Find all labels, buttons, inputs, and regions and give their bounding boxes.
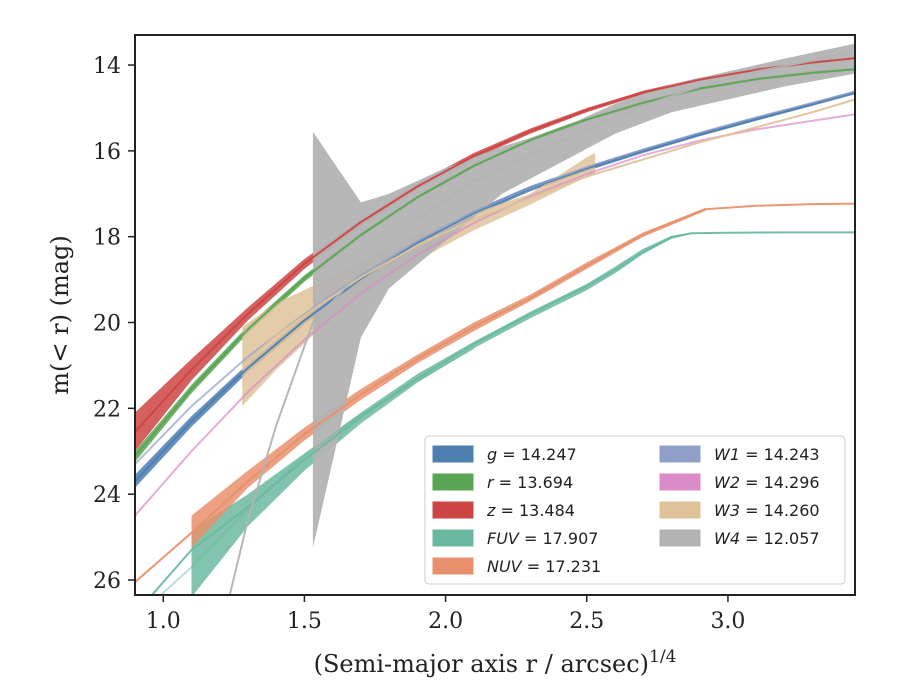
legend-entry-w2: W2 = 14.296: [659, 473, 820, 492]
x-tick-label: 1.0: [146, 609, 181, 634]
y-tick-label: 26: [93, 569, 121, 594]
x-tick-label: 2.5: [569, 609, 604, 634]
legend-label: g = 14.247: [487, 445, 577, 464]
legend-entry-g: g = 14.247: [432, 445, 577, 464]
line-nuv: [135, 202, 855, 583]
legend-label: W4 = 12.057: [714, 529, 820, 548]
legend-swatch: [432, 501, 474, 519]
series-lines: [135, 51, 855, 595]
line-fuv-faint: [159, 347, 475, 595]
line-r: [135, 68, 855, 458]
line-fuv: [150, 231, 855, 595]
legend-label: r = 13.694: [487, 473, 573, 492]
legend-label: FUV = 17.907: [487, 529, 598, 548]
legend-swatch: [432, 445, 474, 463]
legend-label: NUV = 17.231: [487, 557, 601, 576]
legend-entry-w3: W3 = 14.260: [659, 501, 820, 520]
line-w3: [241, 98, 855, 367]
y-tick-label: 18: [93, 226, 121, 251]
line-w4: [228, 51, 855, 595]
x-axis-title-text: (Semi-major axis r / arcsec): [314, 650, 649, 678]
legend-entry-w1: W1 = 14.243: [659, 445, 820, 464]
legend-label: W1 = 14.243: [714, 445, 820, 464]
x-axis: 1.0 1.5 2.0 2.5 3.0: [146, 595, 745, 634]
y-tick-label: 14: [93, 54, 121, 79]
y-tick-label: 22: [93, 397, 121, 422]
y-tick-label: 20: [93, 312, 121, 337]
legend-swatch: [432, 557, 474, 575]
y-tick-label: 16: [93, 140, 121, 165]
legend-swatch: [659, 501, 701, 519]
legend-swatch: [432, 473, 474, 491]
legend-label: W2 = 14.296: [714, 473, 820, 492]
legend-swatch: [659, 529, 701, 547]
legend-entry-nuv: NUV = 17.231: [432, 557, 601, 576]
legend-entry-w4: W4 = 12.057: [659, 529, 820, 548]
line-w1: [135, 90, 855, 465]
x-axis-title-superscript: 1/4: [649, 647, 676, 667]
line-z: [135, 57, 855, 433]
legend-box: [424, 435, 846, 585]
legend: g = 14.247 r = 13.694 z = 13.484 FUV = 17.9…: [424, 435, 846, 585]
plot-frame: [134, 34, 856, 596]
x-tick-label: 1.5: [287, 609, 322, 634]
x-tick-label: 2.0: [428, 609, 463, 634]
legend-swatch: [659, 473, 701, 491]
legend-swatch: [659, 445, 701, 463]
y-axis-title: m(< r) (mag): [46, 235, 74, 394]
legend-label: z = 13.484: [486, 501, 575, 520]
x-tick-label: 3.0: [710, 609, 745, 634]
legend-entry-z: z = 13.484: [432, 501, 575, 520]
legend-swatch: [432, 529, 474, 547]
legend-label: W3 = 14.260: [714, 501, 820, 520]
legend-entry-fuv: FUV = 17.907: [432, 529, 598, 548]
y-tick-label: 24: [93, 483, 121, 508]
legend-entry-r: r = 13.694: [432, 473, 573, 492]
x-axis-title: (Semi-major axis r / arcsec)1/4: [314, 647, 677, 678]
y-axis: 14 16 18 20 22 24 26: [93, 54, 135, 594]
